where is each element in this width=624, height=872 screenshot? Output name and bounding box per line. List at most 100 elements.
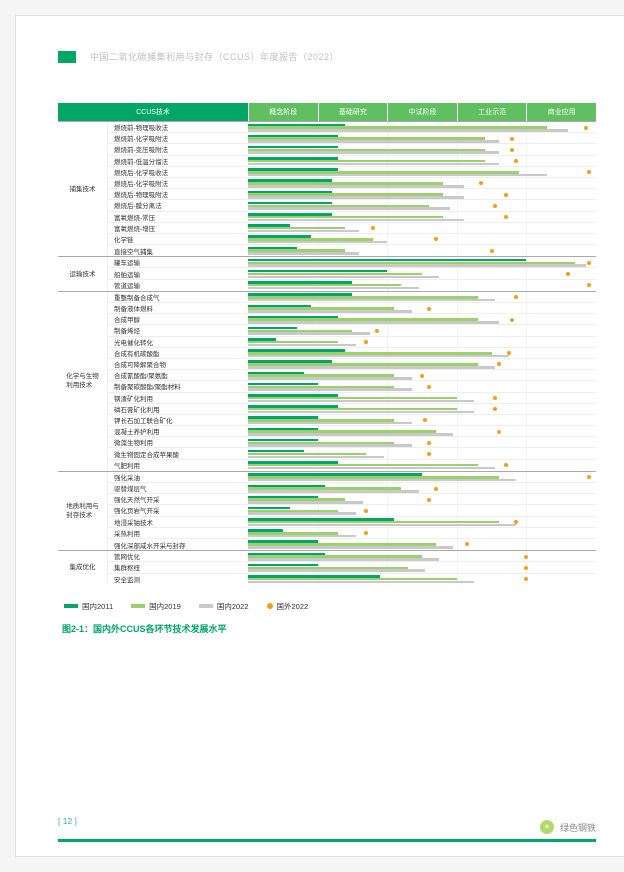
- row-chart: [248, 404, 596, 414]
- watermark: ✦ 绿色钢铁: [540, 820, 596, 834]
- row-tech-name: 合成甲醇: [108, 314, 248, 324]
- bar-2022: [248, 252, 359, 255]
- row-tech-name: 管道运输: [108, 280, 248, 290]
- legend-item-foreign: 国外2022: [267, 601, 309, 612]
- row-chart: [248, 551, 596, 561]
- row-tech-name: 强化页岩气开采: [108, 505, 248, 515]
- row-tech-name: 化学链: [108, 234, 248, 244]
- table-row: 采热利用: [108, 528, 596, 539]
- legend-label: 国内2019: [149, 601, 181, 612]
- row-tech-name: 管网优化: [108, 551, 248, 561]
- table-row: 富氧燃烧-增压: [108, 223, 596, 234]
- table-row: 气肥利用: [108, 460, 596, 471]
- table-row: 燃烧后-化学吸附法: [108, 178, 596, 189]
- table-row: 钾长石加工联合矿化: [108, 415, 596, 426]
- row-tech-name: 制备烯烃: [108, 325, 248, 335]
- bar-2022: [248, 479, 516, 482]
- table-row: 集群枢纽: [108, 562, 596, 573]
- bar-2022: [248, 332, 370, 335]
- row-chart: [248, 200, 596, 210]
- bar-2022: [248, 174, 547, 177]
- legend-item-2019: 国内2019: [131, 601, 181, 612]
- row-tech-name: 重整制备合成气: [108, 292, 248, 302]
- row-tech-name: 燃烧后-化学吸附法: [108, 178, 248, 188]
- row-chart: [248, 178, 596, 188]
- row-tech-name: 制备液体燃料: [108, 303, 248, 313]
- table-row: 强化页岩气开采: [108, 505, 596, 516]
- table-row: 合成有机碳酸酯: [108, 348, 596, 359]
- bar-2022: [248, 444, 412, 447]
- bar-2022: [248, 569, 425, 572]
- table-row: 富氧燃烧-常压: [108, 212, 596, 223]
- table-group: 捕集技术燃烧前-物理吸收法燃烧前-化学吸附法燃烧前-变压吸附法燃烧前-低温分馏法…: [58, 121, 596, 256]
- row-chart: [248, 494, 596, 504]
- table-row: 强化天然气开采: [108, 494, 596, 505]
- row-chart: [248, 314, 596, 324]
- row-chart: [248, 562, 596, 572]
- table-row: 制备烯烃: [108, 325, 596, 336]
- row-tech-name: 燃烧前-变压吸附法: [108, 144, 248, 154]
- bar-2022: [248, 344, 356, 347]
- col-stage-1: 基础研究: [319, 103, 388, 121]
- dot-foreign-2022: [584, 126, 588, 130]
- bar-2022: [248, 129, 568, 132]
- row-chart: [248, 426, 596, 436]
- col-tech-header: CCUS技术: [58, 103, 248, 121]
- dot-foreign-2022: [427, 385, 431, 389]
- table-group: 地质利用与封存技术强化采油驱替煤层气强化天然气开采强化页岩气开采地浸采铀技术采热…: [58, 471, 596, 550]
- table-row: 光电催化转化: [108, 337, 596, 348]
- bar-2022: [248, 535, 356, 538]
- row-chart: [248, 483, 596, 493]
- bar-2022: [248, 140, 499, 143]
- table-row: 管网优化: [108, 551, 596, 562]
- table-row: 燃烧后-膜分离法: [108, 200, 596, 211]
- row-tech-name: 混凝土养护利用: [108, 426, 248, 436]
- bar-2022: [248, 411, 474, 414]
- row-chart: [248, 133, 596, 143]
- table-row: 制备聚碳酸酯/聚酯材料: [108, 381, 596, 392]
- dot-foreign-2022: [514, 159, 518, 163]
- table-row: 微生物固定合成苹果酸: [108, 448, 596, 459]
- row-tech-name: 集群枢纽: [108, 562, 248, 572]
- row-tech-name: 光电催化转化: [108, 337, 248, 347]
- group-label: 地质利用与封存技术: [58, 472, 108, 550]
- row-chart: [248, 472, 596, 482]
- row-tech-name: 制备聚碳酸酯/聚酯材料: [108, 381, 248, 391]
- legend-label: 国内2022: [217, 601, 249, 612]
- dot-foreign-2022: [504, 463, 508, 467]
- chart-legend: 国内2011 国内2019 国内2022 国外2022: [64, 601, 596, 612]
- bar-2022: [248, 196, 464, 199]
- table-row: 罐车运输: [108, 257, 596, 268]
- table-row: 船舶运输: [108, 268, 596, 279]
- watermark-icon: ✦: [540, 820, 554, 834]
- table-group: 运输技术罐车运输船舶运输管道运输: [58, 256, 596, 291]
- bar-2022: [248, 490, 419, 493]
- bar-2022: [248, 241, 387, 244]
- row-chart: [248, 234, 596, 244]
- row-chart: [248, 167, 596, 177]
- row-tech-name: 直接空气捕集: [108, 246, 248, 256]
- dot-foreign-2022: [427, 452, 431, 456]
- row-tech-name: 罐车运输: [108, 257, 248, 267]
- table-row: 微藻生物利用: [108, 437, 596, 448]
- row-tech-name: 船舶运输: [108, 269, 248, 279]
- dot-foreign-2022: [504, 193, 508, 197]
- row-tech-name: 强化采油: [108, 472, 248, 482]
- dot-foreign-2022: [434, 487, 438, 491]
- row-chart: [248, 381, 596, 391]
- group-label: 集成优化: [58, 551, 108, 585]
- row-tech-name: 微藻生物利用: [108, 437, 248, 447]
- table-row: 重整制备合成气: [108, 292, 596, 303]
- dot-foreign-2022: [504, 215, 508, 219]
- table-group: 化学与生物利用技术重整制备合成气制备液体燃料合成甲醇制备烯烃光电催化转化合成有机…: [58, 291, 596, 471]
- table-row: 制备液体燃料: [108, 303, 596, 314]
- row-chart: [248, 437, 596, 447]
- legend-item-2011: 国内2011: [64, 601, 113, 612]
- row-tech-name: 采热利用: [108, 528, 248, 538]
- col-stage-3: 工业示范: [458, 103, 527, 121]
- bar-2022: [248, 581, 474, 584]
- table-row: 合成氰酸酯/聚氨酯: [108, 370, 596, 381]
- table-row: 化学链: [108, 234, 596, 245]
- dot-foreign-2022: [514, 520, 518, 524]
- bar-2022: [248, 151, 499, 154]
